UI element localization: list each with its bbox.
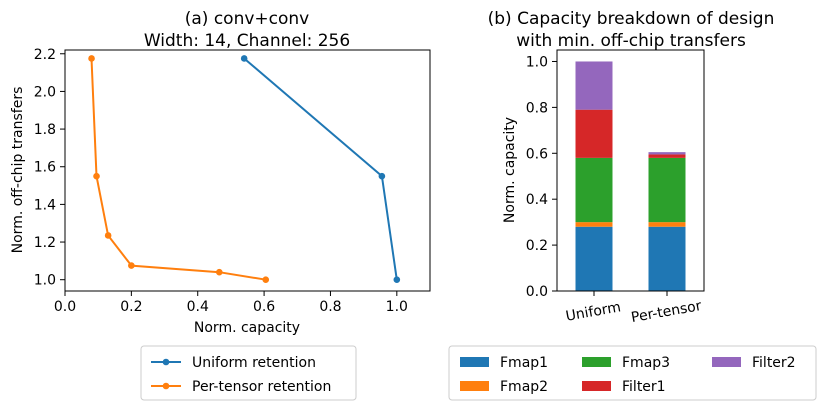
chart-b-bar-segment-fmap3 xyxy=(648,157,686,223)
chart-b-legend-swatch xyxy=(582,357,611,367)
chart-a-series-line-0 xyxy=(243,57,398,280)
chart-a-y-tick-label: 1.2 xyxy=(34,235,56,251)
chart-a-series xyxy=(88,55,401,284)
chart-b-legend-label: Filter1 xyxy=(622,379,666,395)
chart-a-x-tick-label: 0.0 xyxy=(54,299,76,315)
chart-a-x-tick-label: 0.4 xyxy=(187,299,209,315)
chart-b-legend-swatch xyxy=(712,357,741,367)
chart-a-title-line1: (a) conv+conv xyxy=(185,9,310,29)
chart-a-data-point xyxy=(393,276,401,284)
chart-b-y-tick-label: 0.0 xyxy=(526,284,548,300)
chart-a-data-point xyxy=(262,276,270,284)
chart-b-bars xyxy=(575,61,686,291)
chart-a-legend-frame xyxy=(140,345,357,401)
chart-b-title-line1: (b) Capacity breakdown of design xyxy=(488,9,775,29)
chart-b-bar-segment-fmap3 xyxy=(575,157,613,223)
chart-b-legend-label: Fmap1 xyxy=(500,355,548,371)
chart-b-bar-segment-filter2 xyxy=(575,61,613,110)
chart-b-bar-segment-fmap2 xyxy=(575,222,613,227)
chart-b-y-tick-label: 0.2 xyxy=(526,238,548,254)
chart-a-y-tick-label: 1.6 xyxy=(34,160,56,176)
chart-b-legend-label: Fmap2 xyxy=(500,379,548,395)
chart-b-y-axis-label: Norm. capacity xyxy=(502,117,518,223)
chart-a-series-line-1 xyxy=(90,58,266,281)
chart-a-data-point xyxy=(128,262,135,269)
chart-a-y-tick-label: 1.0 xyxy=(34,273,56,289)
chart-a-x-tick-label: 0.6 xyxy=(253,299,275,315)
chart-b-bar-segment-filter2 xyxy=(648,152,686,155)
chart-a-data-point xyxy=(93,172,100,180)
chart-b-bar-segment-fmap1 xyxy=(648,226,686,291)
chart-a-x-axis-label: Norm. capacity xyxy=(194,320,300,336)
chart-a-data-point xyxy=(88,55,95,62)
chart-b-bar-segment-fmap2 xyxy=(648,222,686,227)
chart-b-bar-segment-filter1 xyxy=(575,109,613,158)
chart-a-x-tick-label: 0.8 xyxy=(319,299,341,315)
chart-a-x-axis: 0.0 0.2 0.4 0.6 0.8 1.0 xyxy=(54,291,408,315)
chart-b-legend-swatch xyxy=(460,357,489,367)
chart-a-x-tick-label: 1.0 xyxy=(386,299,408,315)
chart-a-x-tick-label: 0.2 xyxy=(120,299,142,315)
chart-b-legend-swatch xyxy=(460,381,489,391)
chart-a-legend-marker xyxy=(162,382,170,390)
chart-b-y-tick-label: 0.4 xyxy=(526,192,548,208)
line-chart-a: (a) conv+conv Width: 14, Channel: 256 0.… xyxy=(10,9,431,401)
chart-b-y-tick-label: 1.0 xyxy=(526,54,548,70)
chart-b-x-axis: Uniform Per-tensor xyxy=(565,291,703,326)
chart-b-x-tick-label: Per-tensor xyxy=(630,298,703,326)
chart-a-title-line2: Width: 14, Channel: 256 xyxy=(144,31,350,51)
stacked-bar-chart-b: (b) Capacity breakdown of design with mi… xyxy=(448,9,817,401)
chart-a-data-point xyxy=(378,172,386,180)
chart-a-legend-label: Per-tensor retention xyxy=(192,379,331,395)
chart-a-data-point xyxy=(215,268,223,276)
chart-a-y-axis: 1.0 1.2 1.4 1.6 1.8 2.0 2.2 xyxy=(34,47,65,289)
chart-a-plot-area xyxy=(64,49,431,292)
chart-a-y-axis-label: Norm. off-chip transfers xyxy=(10,87,26,254)
chart-a-legend-label: Uniform retention xyxy=(192,355,316,371)
chart-a-y-tick-label: 2.2 xyxy=(34,47,56,63)
chart-b-legend-swatch xyxy=(582,381,611,391)
chart-b-bar-segment-fmap1 xyxy=(575,226,613,291)
chart-b-title-line2: with min. off-chip transfers xyxy=(516,31,746,51)
chart-b-x-tick-label: Uniform xyxy=(565,299,623,324)
chart-b-legend-label: Filter2 xyxy=(752,355,796,371)
chart-a-legend-marker xyxy=(162,358,170,366)
chart-b-y-tick-label: 0.6 xyxy=(526,146,548,162)
chart-b-plot-area xyxy=(556,49,705,292)
chart-a-legend: Uniform retention Per-tensor retention xyxy=(140,345,357,401)
chart-a-data-point xyxy=(104,232,112,239)
chart-a-y-tick-label: 2.0 xyxy=(34,84,56,100)
chart-a-y-tick-label: 1.4 xyxy=(34,197,56,213)
chart-b-legend-label: Fmap3 xyxy=(622,355,670,371)
chart-a-y-tick-label: 1.8 xyxy=(34,122,56,138)
chart-b-bar-segment-filter1 xyxy=(648,154,686,158)
chart-a-data-point xyxy=(240,55,248,62)
chart-b-y-axis: 0.0 0.2 0.4 0.6 0.8 1.0 xyxy=(526,54,557,300)
chart-b-y-tick-label: 0.8 xyxy=(526,100,548,116)
chart-b-legend: Fmap1 Fmap2 Fmap3 Filter1 Filter2 xyxy=(448,345,817,401)
